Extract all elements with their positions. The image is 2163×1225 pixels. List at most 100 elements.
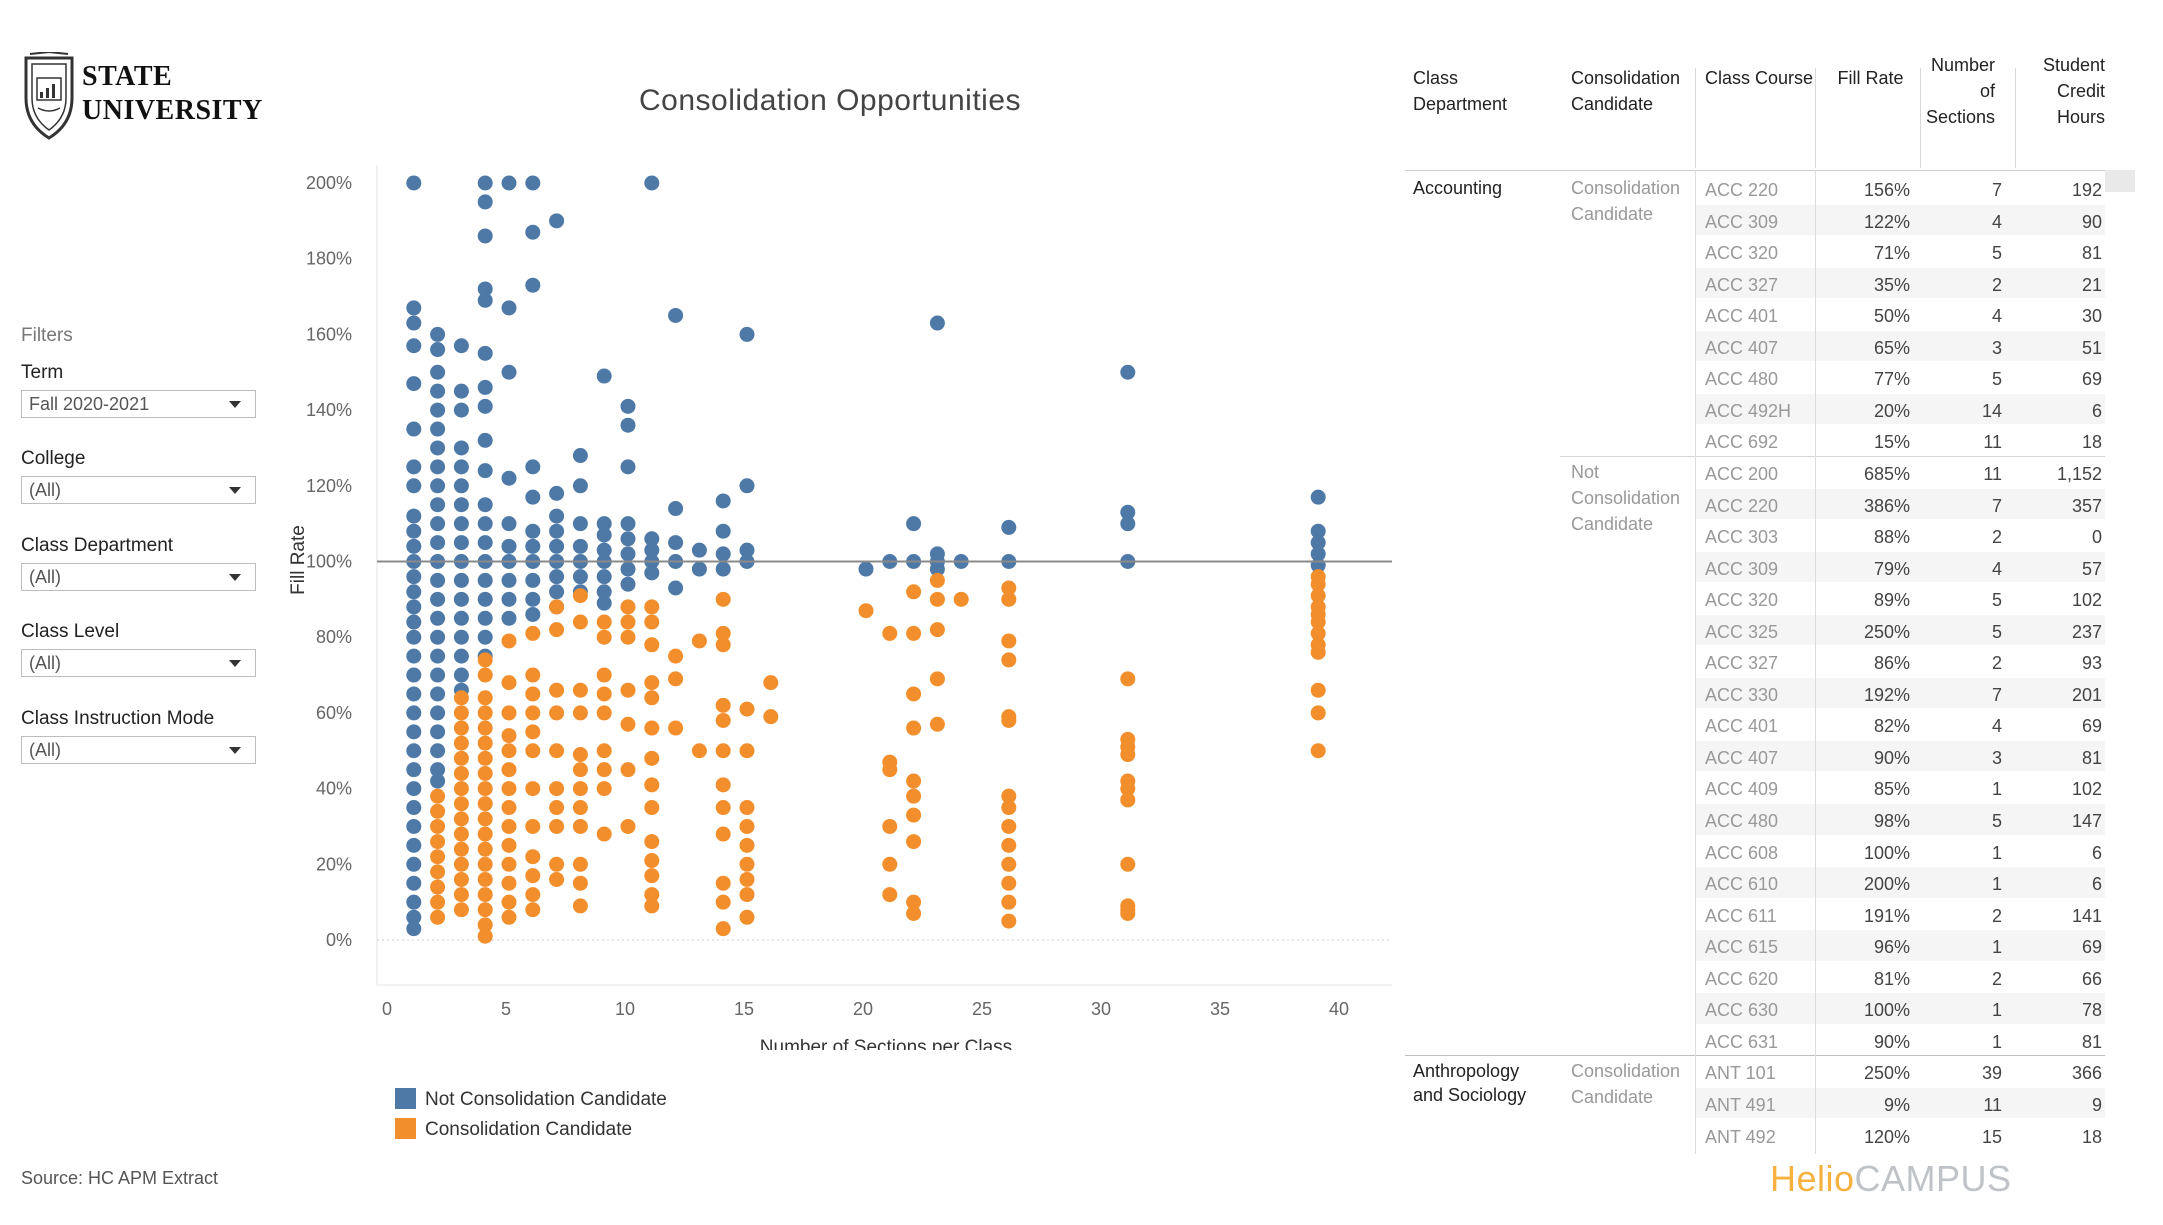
point-not-candidate[interactable] bbox=[477, 281, 493, 297]
point-candidate[interactable] bbox=[549, 871, 565, 887]
point-not-candidate[interactable] bbox=[715, 561, 731, 577]
point-candidate[interactable] bbox=[453, 765, 469, 781]
college-dropdown[interactable]: (All) bbox=[21, 476, 256, 504]
point-candidate[interactable] bbox=[644, 750, 660, 766]
point-candidate[interactable] bbox=[453, 690, 469, 706]
point-candidate[interactable] bbox=[549, 800, 565, 816]
point-not-candidate[interactable] bbox=[691, 561, 707, 577]
point-candidate[interactable] bbox=[572, 875, 588, 891]
point-not-candidate[interactable] bbox=[430, 648, 446, 664]
point-candidate[interactable] bbox=[906, 834, 922, 850]
point-candidate[interactable] bbox=[525, 667, 541, 683]
point-candidate[interactable] bbox=[549, 682, 565, 698]
point-candidate[interactable] bbox=[525, 724, 541, 740]
cell-class-course[interactable]: ACC 325 bbox=[1705, 621, 1779, 642]
point-not-candidate[interactable] bbox=[406, 909, 422, 925]
point-candidate[interactable] bbox=[501, 675, 517, 691]
point-not-candidate[interactable] bbox=[596, 569, 612, 585]
point-candidate[interactable] bbox=[477, 871, 493, 887]
point-not-candidate[interactable] bbox=[430, 497, 446, 513]
point-not-candidate[interactable] bbox=[739, 542, 755, 558]
point-candidate[interactable] bbox=[501, 875, 517, 891]
point-not-candidate[interactable] bbox=[525, 459, 541, 475]
point-not-candidate[interactable] bbox=[620, 531, 636, 547]
point-not-candidate[interactable] bbox=[620, 561, 636, 577]
point-candidate[interactable] bbox=[572, 800, 588, 816]
cell-class-course[interactable]: ACC 327 bbox=[1705, 653, 1779, 674]
cell-class-course[interactable]: ACC 200 bbox=[1705, 463, 1779, 484]
point-not-candidate[interactable] bbox=[715, 493, 731, 509]
point-candidate[interactable] bbox=[668, 648, 684, 664]
point-candidate[interactable] bbox=[477, 887, 493, 903]
point-candidate[interactable] bbox=[453, 705, 469, 721]
point-candidate[interactable] bbox=[477, 781, 493, 797]
point-not-candidate[interactable] bbox=[430, 773, 446, 789]
point-not-candidate[interactable] bbox=[477, 292, 493, 308]
point-not-candidate[interactable] bbox=[430, 572, 446, 588]
point-not-candidate[interactable] bbox=[430, 459, 446, 475]
point-candidate[interactable] bbox=[715, 777, 731, 793]
point-not-candidate[interactable] bbox=[1120, 504, 1136, 520]
point-not-candidate[interactable] bbox=[1310, 489, 1326, 505]
point-candidate[interactable] bbox=[1001, 837, 1017, 853]
point-candidate[interactable] bbox=[549, 856, 565, 872]
point-not-candidate[interactable] bbox=[430, 762, 446, 778]
point-candidate[interactable] bbox=[739, 818, 755, 834]
point-not-candidate[interactable] bbox=[668, 580, 684, 596]
point-candidate[interactable] bbox=[1001, 856, 1017, 872]
point-not-candidate[interactable] bbox=[525, 489, 541, 505]
cell-class-course[interactable]: ACC 611 bbox=[1705, 905, 1777, 926]
point-candidate[interactable] bbox=[644, 887, 660, 903]
point-candidate[interactable] bbox=[572, 588, 588, 604]
point-candidate[interactable] bbox=[596, 629, 612, 645]
point-candidate[interactable] bbox=[549, 818, 565, 834]
point-not-candidate[interactable] bbox=[406, 762, 422, 778]
point-candidate[interactable] bbox=[572, 898, 588, 914]
point-not-candidate[interactable] bbox=[477, 175, 493, 191]
point-candidate[interactable] bbox=[430, 803, 446, 819]
point-candidate[interactable] bbox=[1120, 781, 1136, 797]
point-candidate[interactable] bbox=[525, 868, 541, 884]
point-not-candidate[interactable] bbox=[406, 875, 422, 891]
point-candidate[interactable] bbox=[715, 712, 731, 728]
point-candidate[interactable] bbox=[477, 690, 493, 706]
point-candidate[interactable] bbox=[572, 705, 588, 721]
point-candidate[interactable] bbox=[525, 849, 541, 865]
point-candidate[interactable] bbox=[453, 826, 469, 842]
point-not-candidate[interactable] bbox=[620, 417, 636, 433]
point-not-candidate[interactable] bbox=[644, 542, 660, 558]
point-not-candidate[interactable] bbox=[477, 228, 493, 244]
point-not-candidate[interactable] bbox=[406, 508, 422, 524]
point-candidate[interactable] bbox=[1310, 588, 1326, 604]
point-not-candidate[interactable] bbox=[668, 535, 684, 551]
point-candidate[interactable] bbox=[477, 928, 493, 944]
point-candidate[interactable] bbox=[501, 800, 517, 816]
point-candidate[interactable] bbox=[501, 728, 517, 744]
cell-class-course[interactable]: ACC 401 bbox=[1705, 716, 1779, 737]
point-candidate[interactable] bbox=[1001, 633, 1017, 649]
point-candidate[interactable] bbox=[739, 800, 755, 816]
point-not-candidate[interactable] bbox=[453, 459, 469, 475]
point-not-candidate[interactable] bbox=[501, 364, 517, 380]
point-candidate[interactable] bbox=[906, 906, 922, 922]
point-candidate[interactable] bbox=[644, 898, 660, 914]
point-not-candidate[interactable] bbox=[501, 300, 517, 316]
point-candidate[interactable] bbox=[906, 807, 922, 823]
point-candidate[interactable] bbox=[501, 818, 517, 834]
point-not-candidate[interactable] bbox=[406, 584, 422, 600]
point-candidate[interactable] bbox=[644, 637, 660, 653]
point-not-candidate[interactable] bbox=[525, 175, 541, 191]
point-not-candidate[interactable] bbox=[430, 516, 446, 532]
point-candidate[interactable] bbox=[430, 864, 446, 880]
point-candidate[interactable] bbox=[477, 667, 493, 683]
point-candidate[interactable] bbox=[882, 856, 898, 872]
point-not-candidate[interactable] bbox=[668, 501, 684, 517]
point-candidate[interactable] bbox=[572, 818, 588, 834]
point-candidate[interactable] bbox=[525, 887, 541, 903]
point-candidate[interactable] bbox=[644, 868, 660, 884]
point-candidate[interactable] bbox=[549, 781, 565, 797]
point-candidate[interactable] bbox=[477, 735, 493, 751]
point-candidate[interactable] bbox=[430, 894, 446, 910]
point-candidate[interactable] bbox=[929, 671, 945, 687]
point-not-candidate[interactable] bbox=[644, 175, 660, 191]
